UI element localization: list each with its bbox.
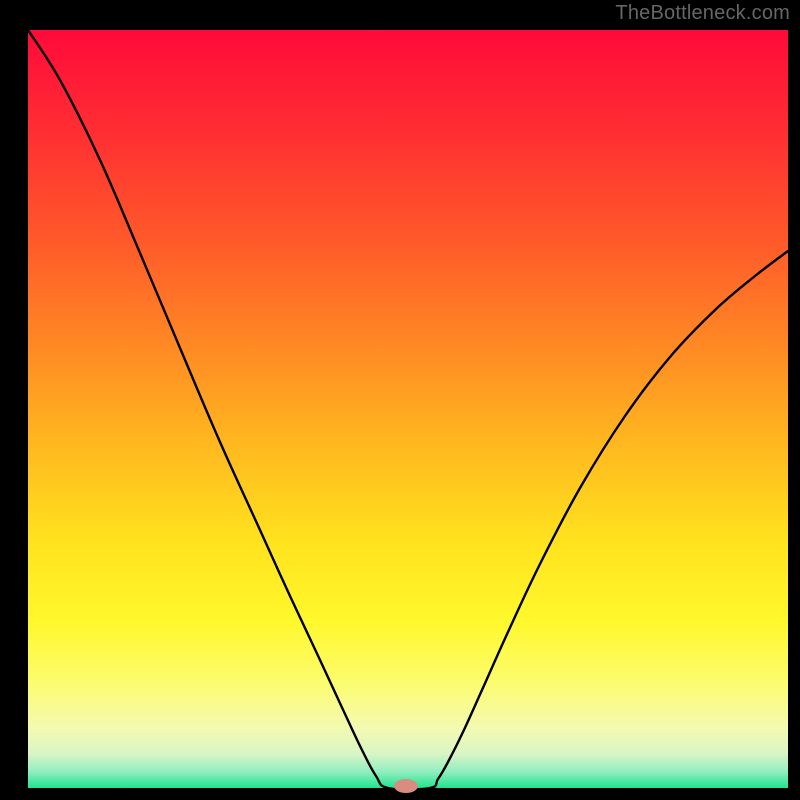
plot-background (28, 30, 788, 788)
bottleneck-chart (0, 0, 800, 800)
attribution-text: TheBottleneck.com (615, 2, 790, 25)
chart-container: TheBottleneck.com (0, 0, 800, 800)
optimal-point-marker (394, 779, 418, 793)
